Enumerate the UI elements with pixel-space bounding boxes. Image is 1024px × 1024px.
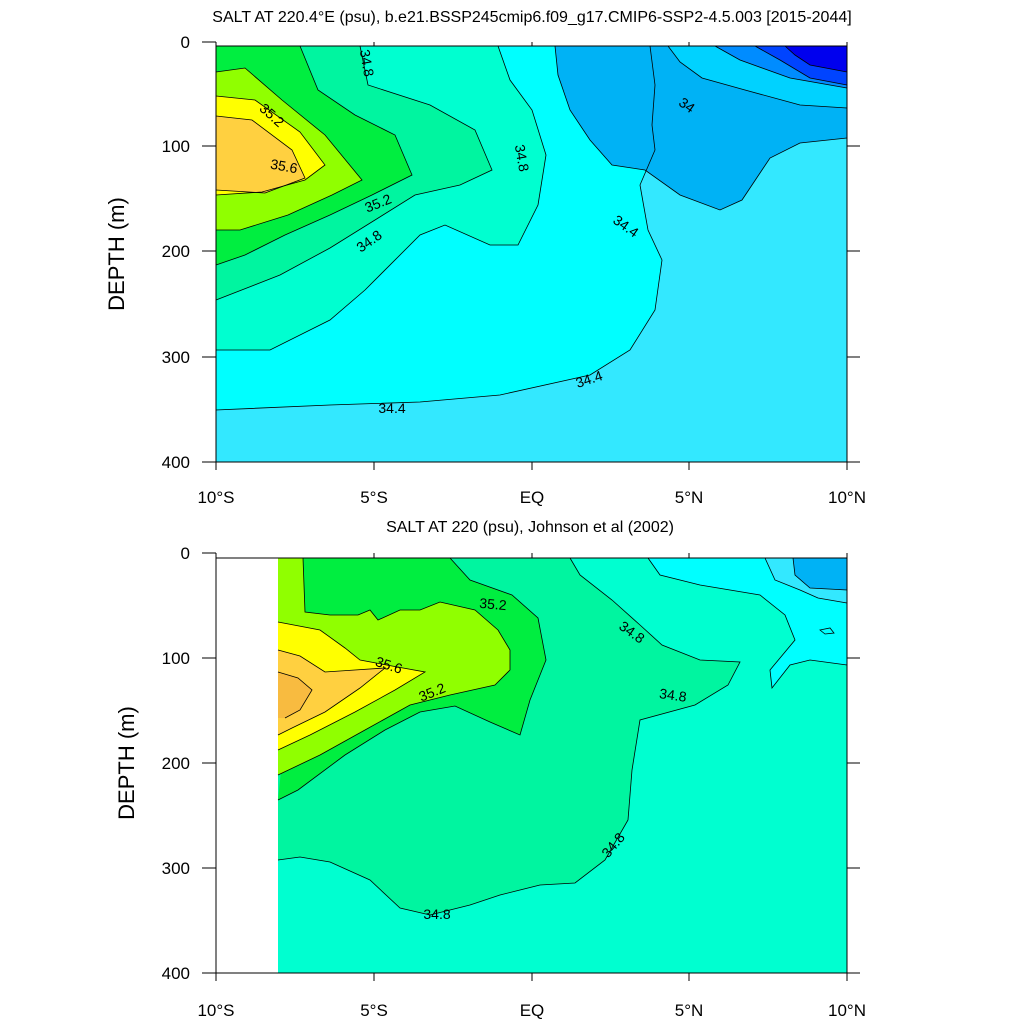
contour-fill (216, 46, 847, 462)
contour-label: 34.4 (378, 400, 405, 416)
y-axis-title: DEPTH (m) (104, 197, 129, 311)
x-tick-label: 10°S (197, 1001, 234, 1020)
y-axis-title: DEPTH (m) (114, 706, 139, 820)
contour-line-34.8-main (277, 557, 741, 916)
y-tick-label: 200 (162, 242, 190, 261)
contour-label: 34.8 (512, 143, 533, 173)
y-tick-label: 400 (162, 964, 190, 983)
x-tick-labels: 10°S 5°S EQ 5°N 10°N (197, 488, 866, 507)
contour-line-34.8 (216, 45, 547, 351)
y-tick-labels: 0 100 200 300 400 (162, 33, 190, 472)
chart-title: SALT AT 220 (psu), Johnson et al (2002) (386, 519, 674, 536)
contour-line-34.8-upper (215, 45, 493, 301)
contour-label: 34.8 (658, 685, 687, 705)
x-tick-label: 10°N (828, 1001, 866, 1020)
contour-line-34.4-deep (215, 45, 663, 411)
contour-line-35.0 (277, 557, 547, 801)
contour-line-35.4 (215, 67, 363, 231)
y-tick-label: 100 (162, 649, 190, 668)
contour-label: 35.6 (269, 156, 299, 177)
x-tick-labels: 10°S 5°S EQ 5°N 10°N (197, 1001, 866, 1020)
contour-line-34.6 (647, 557, 848, 690)
contour-line-35.6 (277, 649, 387, 736)
panel-observations: SALT AT 220 (psu), Johnson et al (2002) (114, 519, 866, 1020)
contour-line-34.4-upper (554, 45, 848, 211)
x-tick-label: 10°N (828, 488, 866, 507)
x-tick-label: 10°S (197, 488, 234, 507)
salt-band-33.8 (785, 46, 847, 72)
y-tick-label: 0 (181, 544, 190, 563)
contour-label: 34.8 (423, 906, 450, 922)
y-tick-label: 300 (162, 859, 190, 878)
contour-label: 34.8 (357, 48, 378, 78)
x-tick-label: 5°N (675, 1001, 704, 1020)
panel-model: SALT AT 220.4°E (psu), b.e21.BSSP245cmip… (104, 9, 866, 507)
contour-line-34.0 (714, 45, 848, 89)
salt-band-36.0 (278, 672, 312, 718)
contour-lines (277, 557, 848, 916)
contour-line-34.8-island (819, 627, 835, 635)
x-tick-label: 5°S (360, 1001, 388, 1020)
x-tick-label: 5°S (360, 488, 388, 507)
contour-line-33.9 (754, 45, 848, 86)
no-data-region (216, 558, 278, 973)
y-tick-label: 100 (162, 137, 190, 156)
contour-line-34.4 (764, 557, 848, 604)
salt-band-34.2 (793, 558, 847, 590)
x-tick-label: 5°N (675, 488, 704, 507)
contour-line-35.6 (215, 95, 326, 196)
salt-band-35.8 (216, 116, 305, 193)
y-tick-labels: 0 100 200 300 400 (162, 544, 190, 983)
y-tick-label: 300 (162, 348, 190, 367)
contour-fill (278, 558, 847, 973)
contour-line-35.2 (215, 45, 413, 266)
contour-line-35.8 (277, 671, 313, 719)
x-tick-label: EQ (520, 1001, 545, 1020)
contour-lines (215, 45, 848, 411)
contour-line-33.8 (784, 45, 848, 73)
contour-label: 35.2 (479, 595, 508, 613)
salt-band-35.8 (278, 650, 385, 735)
chart-title: SALT AT 220.4°E (psu), b.e21.BSSP245cmip… (212, 9, 851, 26)
bottom-axis-ticks (202, 552, 860, 981)
contour-line-34.2 (792, 557, 848, 591)
contour-line-34.2 (667, 45, 848, 109)
top-axis-ticks (202, 41, 860, 470)
contour-line-35.2 (277, 557, 511, 776)
y-tick-label: 0 (181, 33, 190, 52)
x-tick-label: EQ (520, 488, 545, 507)
contour-line-35.4 (277, 621, 427, 751)
y-tick-label: 200 (162, 754, 190, 773)
contour-line-35.8 (215, 115, 306, 194)
salt-band-34.6 (648, 558, 847, 688)
y-tick-label: 400 (162, 453, 190, 472)
